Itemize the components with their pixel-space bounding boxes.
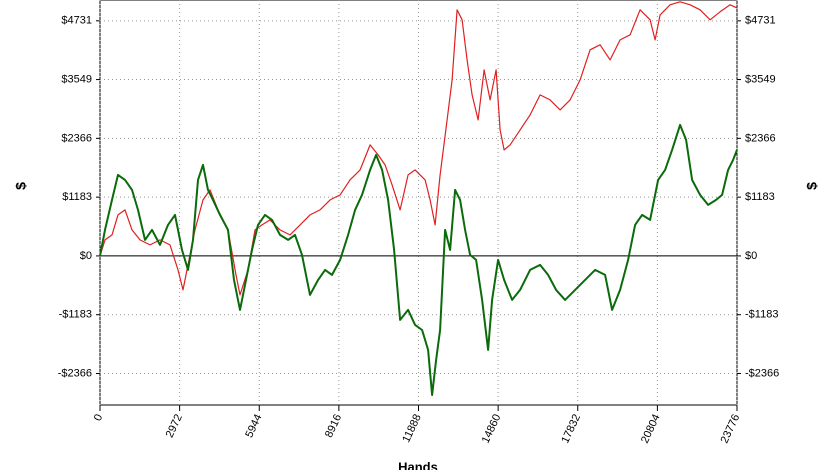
plot-area bbox=[99, 0, 738, 406]
y-axis-label: $ bbox=[13, 182, 29, 190]
y-tick-label: $0 bbox=[80, 250, 92, 262]
x-tick-label: 0 bbox=[92, 412, 105, 423]
y2-axis-label: $ bbox=[804, 182, 820, 190]
y2-tick-label: $0 bbox=[745, 250, 757, 262]
y-tick-label: $1183 bbox=[62, 191, 92, 203]
series-line bbox=[99, 123, 738, 396]
y2-tick-label: -$1183 bbox=[745, 309, 778, 321]
y2-tick-label: $4731 bbox=[745, 15, 776, 27]
x-tick-label: 8916 bbox=[323, 412, 344, 439]
x-tick-label: 20804 bbox=[639, 412, 663, 445]
y-tick-label: $3549 bbox=[61, 73, 92, 85]
x-tick-label: 2972 bbox=[164, 412, 185, 439]
y2-tick-label: $3549 bbox=[745, 73, 776, 85]
x-tick-label: 23776 bbox=[719, 412, 743, 445]
series-line bbox=[99, 1, 738, 296]
x-tick-label: 11888 bbox=[400, 412, 423, 444]
y-tick-label: $2366 bbox=[61, 132, 92, 144]
x-tick-label: 17832 bbox=[559, 412, 583, 445]
y2-tick-label: $1183 bbox=[745, 191, 775, 203]
x-axis-label: Hands bbox=[398, 459, 438, 470]
y-tick-label: -$1183 bbox=[59, 309, 92, 321]
y-tick-label: $4731 bbox=[61, 15, 92, 27]
x-tick-label: 14860 bbox=[480, 412, 504, 445]
y2-tick-label: -$2366 bbox=[745, 367, 779, 379]
y-tick-label: -$2366 bbox=[58, 367, 92, 379]
x-tick-label: 5944 bbox=[243, 412, 264, 439]
y2-tick-label: $2366 bbox=[745, 132, 776, 144]
